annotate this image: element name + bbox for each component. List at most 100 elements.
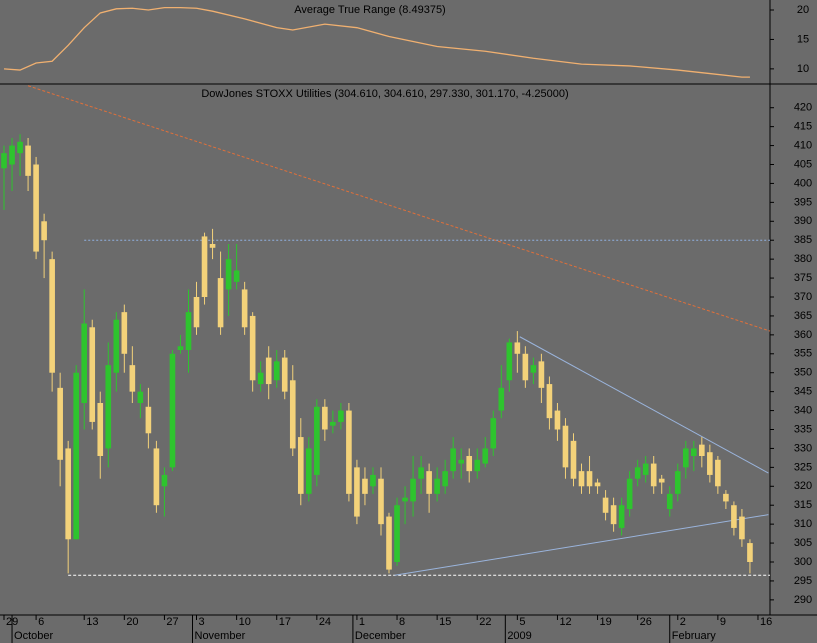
- candle-body: [346, 410, 352, 494]
- candle-body: [121, 312, 128, 354]
- trend-line: [519, 336, 769, 474]
- x-tick-label: 16: [760, 616, 772, 628]
- candle-body: [562, 425, 569, 468]
- atr-title: Average True Range (8.49375): [294, 4, 445, 16]
- candle-body: [129, 365, 136, 392]
- y-tick-label: 15: [797, 33, 809, 45]
- candle-body: [17, 141, 23, 154]
- candle-body: [81, 323, 88, 403]
- candle-body: [434, 478, 440, 494]
- month-label: October: [14, 630, 53, 642]
- candle-body: [33, 164, 39, 252]
- candle-body: [105, 365, 112, 449]
- candle-body: [113, 319, 120, 373]
- month-label: February: [672, 630, 717, 642]
- candle-body: [731, 505, 737, 528]
- x-tick-label: 6: [38, 616, 44, 628]
- candle-body: [169, 353, 176, 468]
- y-tick-label: 385: [794, 234, 812, 246]
- candle-body: [546, 384, 553, 419]
- candle-body: [690, 448, 697, 456]
- y-tick-label: 355: [794, 348, 812, 360]
- candle-body: [594, 482, 601, 487]
- candle-body: [514, 342, 521, 354]
- candle-body: [193, 297, 200, 328]
- atr-line: [3, 7, 750, 78]
- candle-body: [458, 459, 465, 464]
- candle-body: [498, 387, 505, 411]
- candle-body: [25, 145, 31, 176]
- y-tick-label: 420: [794, 102, 812, 114]
- candle-body: [426, 471, 432, 494]
- month-label: December: [355, 630, 406, 642]
- candle-body: [674, 471, 681, 494]
- candle-body: [153, 448, 160, 506]
- y-tick-label: 10: [797, 63, 809, 75]
- candle-body: [450, 448, 456, 472]
- candle-body: [570, 440, 577, 479]
- candle-body: [715, 459, 721, 487]
- candle-body: [354, 467, 360, 517]
- y-tick-label: 290: [794, 594, 812, 606]
- candle-body: [522, 353, 529, 381]
- x-tick-label: 27: [166, 616, 178, 628]
- candle-body: [530, 365, 537, 373]
- y-tick-label: 315: [794, 499, 812, 511]
- candle-body: [442, 471, 448, 487]
- x-tick-label: 13: [86, 616, 98, 628]
- candle-body: [642, 463, 649, 475]
- y-tick-label: 365: [794, 310, 812, 322]
- candle-body: [338, 410, 344, 422]
- y-tick-label: 310: [794, 518, 812, 530]
- x-tick-label: 22: [479, 616, 491, 628]
- x-tick-label: 19: [600, 616, 612, 628]
- y-tick-label: 345: [794, 386, 812, 398]
- candle-body: [305, 448, 312, 494]
- candle-body: [466, 456, 473, 472]
- candle-body: [161, 474, 168, 487]
- y-tick-label: 400: [794, 177, 812, 189]
- candle-body: [682, 448, 689, 468]
- y-tick-label: 350: [794, 367, 812, 379]
- candle-body: [257, 372, 264, 385]
- x-tick-label: 5: [519, 616, 525, 628]
- x-tick-label: 24: [319, 616, 331, 628]
- candle-body: [225, 259, 232, 290]
- candle-body: [602, 497, 609, 513]
- x-tick-label: 8: [399, 616, 405, 628]
- candle-body: [289, 380, 296, 449]
- y-tick-label: 300: [794, 556, 812, 568]
- y-tick-label: 380: [794, 253, 812, 265]
- candle-body: [217, 278, 224, 328]
- candle-body: [586, 471, 593, 487]
- price-title: DowJones STOXX Utilities (304.610, 304.6…: [201, 88, 568, 100]
- x-tick-label: 2: [680, 616, 686, 628]
- y-tick-label: 320: [794, 480, 812, 492]
- x-tick-label: 17: [279, 616, 291, 628]
- candle-body: [747, 543, 753, 562]
- y-tick-label: 20: [797, 4, 809, 16]
- y-tick-label: 340: [794, 404, 812, 416]
- candle-body: [699, 444, 705, 456]
- y-tick-label: 395: [794, 196, 812, 208]
- candle-body: [610, 505, 617, 525]
- candle-body: [386, 516, 392, 570]
- y-tick-label: 325: [794, 461, 812, 473]
- y-tick-label: 370: [794, 291, 812, 303]
- candle-body: [65, 448, 71, 540]
- x-tick-label: 1: [359, 616, 365, 628]
- candle-body: [666, 493, 673, 509]
- candle-body: [739, 516, 745, 540]
- y-tick-label: 375: [794, 272, 812, 284]
- y-tick-label: 410: [794, 139, 812, 151]
- x-tick-label: 15: [439, 616, 451, 628]
- y-tick-label: 390: [794, 215, 812, 227]
- candle-body: [49, 259, 55, 373]
- candle-body: [626, 478, 633, 509]
- candle-body: [658, 478, 665, 483]
- candle-body: [185, 312, 192, 350]
- candle-body: [634, 467, 641, 479]
- candle-body: [265, 357, 272, 385]
- y-tick-label: 360: [794, 329, 812, 341]
- candle-body: [233, 270, 240, 282]
